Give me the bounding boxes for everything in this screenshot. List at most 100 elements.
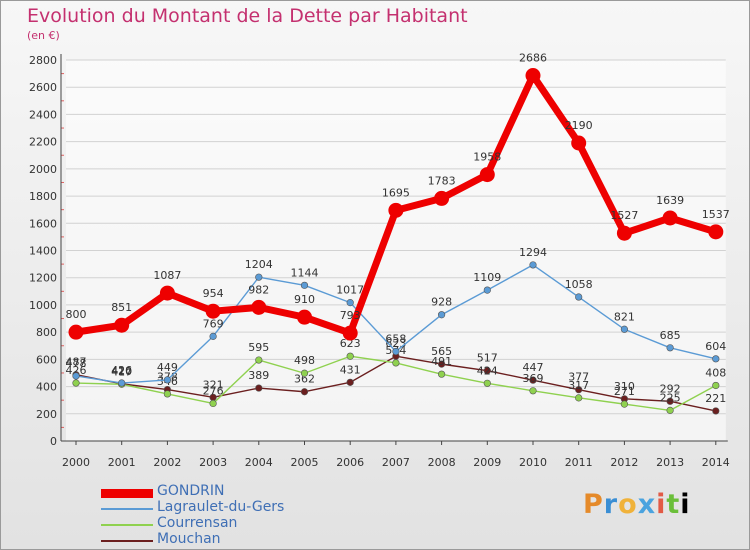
x-tick-label: 2005: [291, 456, 319, 469]
y-tick-label: 2200: [29, 136, 57, 149]
y-tick-label: 0: [50, 435, 57, 448]
data-label: 910: [294, 293, 315, 306]
data-point: [529, 387, 537, 395]
data-point: [712, 381, 720, 390]
data-point: [297, 309, 312, 325]
data-point: [251, 299, 267, 315]
data-point: [68, 324, 84, 340]
data-label: 426: [111, 364, 132, 377]
data-label: 2686: [519, 52, 547, 65]
data-label: 369: [523, 372, 544, 385]
data-label: 982: [248, 283, 269, 296]
data-label: 377: [568, 371, 589, 384]
x-tick-label: 2008: [428, 456, 456, 469]
data-label: 487: [66, 356, 87, 369]
logo-letter: P: [583, 489, 604, 520]
data-label: 604: [705, 340, 726, 353]
data-label: 769: [203, 317, 224, 330]
data-label: 1058: [565, 278, 593, 291]
data-point: [342, 325, 358, 341]
data-point: [255, 356, 263, 364]
y-tick-label: 200: [36, 408, 57, 421]
data-label: 1144: [291, 266, 319, 279]
data-point: [255, 384, 263, 392]
y-tick-label: 600: [36, 353, 57, 366]
data-label: 389: [248, 369, 269, 382]
data-label: 1639: [656, 194, 684, 207]
x-tick-label: 2002: [153, 456, 181, 469]
data-point: [300, 388, 309, 396]
data-point: [712, 407, 720, 415]
legend-swatch: [101, 508, 153, 510]
data-label: 276: [203, 384, 224, 397]
data-label: 1958: [473, 151, 501, 164]
data-point: [616, 225, 632, 241]
data-point: [483, 379, 491, 387]
data-label: 1017: [336, 284, 364, 297]
data-label: 431: [340, 363, 361, 376]
data-label: 565: [431, 345, 452, 358]
data-point: [72, 379, 80, 387]
data-label: 800: [66, 308, 87, 321]
data-point: [438, 360, 446, 368]
data-point: [529, 376, 537, 384]
x-tick-label: 2011: [565, 456, 593, 469]
legend-swatch: [101, 524, 153, 526]
y-tick-label: 1200: [29, 272, 57, 285]
data-label: 225: [660, 391, 681, 404]
data-label: 1294: [519, 246, 547, 259]
x-tick-label: 2000: [62, 456, 90, 469]
x-tick-label: 2012: [610, 456, 638, 469]
data-point: [662, 210, 678, 226]
data-point: [72, 372, 80, 380]
data-point: [571, 135, 587, 151]
legend-swatch: [101, 540, 153, 542]
y-tick-label: 2400: [29, 108, 57, 121]
data-point: [159, 285, 175, 301]
data-label: 1087: [153, 269, 181, 282]
data-point: [300, 281, 309, 289]
data-point: [163, 376, 171, 384]
x-tick-label: 2003: [199, 456, 227, 469]
data-label: 292: [660, 382, 681, 395]
data-label: 1537: [702, 208, 730, 221]
data-label: 821: [614, 310, 635, 323]
logo-letter: x: [637, 489, 657, 520]
legend-swatch: [101, 488, 153, 498]
data-point: [529, 261, 537, 269]
data-point: [209, 399, 217, 408]
data-label: 595: [248, 341, 269, 354]
data-label: 449: [157, 361, 178, 374]
data-point: [163, 390, 171, 398]
data-point: [118, 379, 126, 387]
data-label: 426: [66, 364, 87, 377]
data-label: 221: [705, 392, 726, 405]
data-label: 1109: [473, 271, 501, 284]
data-label: 491: [431, 355, 452, 368]
data-point: [438, 370, 446, 378]
data-point: [346, 299, 354, 307]
data-point: [712, 355, 720, 363]
y-tick-label: 1400: [29, 245, 57, 258]
data-label: 321: [203, 378, 224, 391]
data-label: 408: [705, 366, 726, 379]
data-point: [209, 332, 217, 340]
data-label: 362: [294, 373, 315, 386]
y-tick-label: 1600: [29, 217, 57, 230]
data-point: [666, 397, 674, 405]
data-label: 478: [66, 357, 87, 370]
y-tick-label: 400: [36, 381, 57, 394]
data-point: [708, 224, 724, 240]
data-point: [438, 311, 446, 319]
data-label: 310: [614, 380, 635, 393]
proxiti-logo: Proxiti: [583, 489, 691, 520]
chart-title: Evolution du Montant de la Dette par Hab…: [27, 5, 468, 27]
data-label: 685: [660, 329, 681, 342]
x-tick-label: 2001: [108, 456, 136, 469]
data-label: 417: [111, 365, 132, 378]
data-point: [392, 347, 400, 356]
data-point: [575, 386, 583, 394]
data-label: 420: [111, 365, 132, 378]
data-label: 1204: [245, 258, 273, 271]
